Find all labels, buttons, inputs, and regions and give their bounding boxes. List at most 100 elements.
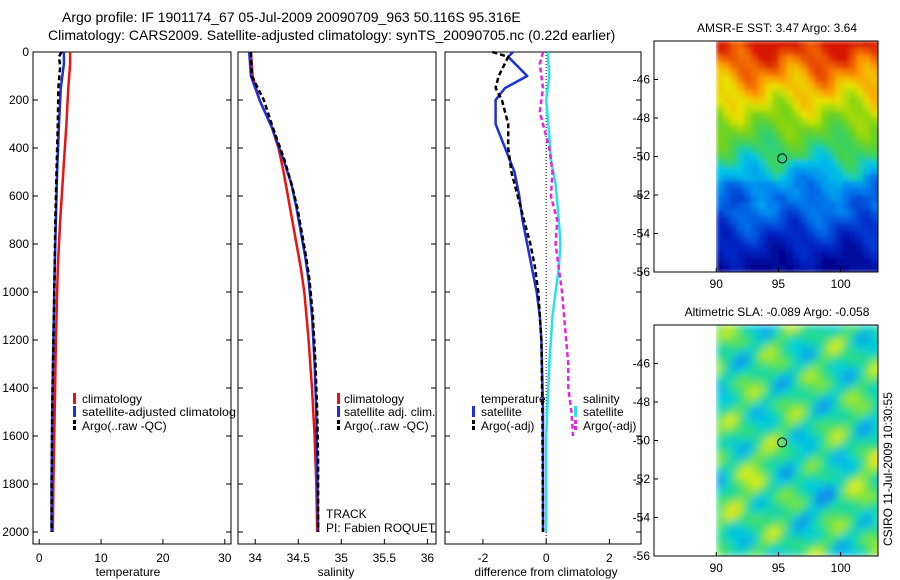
heatmap-cell [800,423,808,431]
heatmap-cell [744,132,752,140]
heatmap-cell [744,265,752,272]
heatmap-cell [835,416,843,424]
heatmap-cell [856,479,864,487]
heatmap-cell [849,90,857,98]
heatmap-cell [744,500,752,508]
heatmap-cell [814,258,822,266]
heatmap-cell [863,416,871,424]
heatmap-cell [737,174,745,182]
heatmap-cell [870,339,878,347]
heatmap-cell [737,195,745,203]
heatmap-cell [737,346,745,354]
heatmap-cell [751,69,759,77]
heatmap-cell [751,146,759,154]
y-tick-label: -50 [633,434,651,448]
heatmap-cell [870,160,878,168]
heatmap-cell [807,76,815,84]
heatmap-cell [863,444,871,452]
heatmap-cell [716,97,724,105]
heatmap-cell [828,514,836,522]
heatmap-cell [828,111,836,119]
heatmap-cell [849,139,857,147]
heatmap-cell [765,97,773,105]
heatmap-cell [863,339,871,347]
heatmap-cell [870,493,878,501]
heatmap-cell [800,258,808,266]
heatmap-cell [856,325,864,333]
heatmap-cell [849,153,857,161]
heatmap-cell [807,388,815,396]
heatmap-cell [730,430,738,438]
heatmap-cell [828,244,836,252]
heatmap-cell [737,251,745,259]
heatmap-cell [772,90,780,98]
heatmap-cell [730,118,738,126]
heatmap-cell [793,388,801,396]
heatmap-cell [723,493,731,501]
heatmap-cell [730,325,738,333]
heatmap-cell [807,41,815,49]
y-tick-label: -52 [633,188,651,202]
heatmap-cell [842,258,850,266]
heatmap-cell [856,167,864,175]
heatmap-cell [842,444,850,452]
heatmap-cell [744,104,752,112]
heatmap-cell [842,388,850,396]
heatmap-cell [842,48,850,56]
heatmap-cell [772,209,780,217]
heatmap-cell [772,223,780,231]
heatmap-cell [828,265,836,272]
heatmap-cell [730,528,738,536]
heatmap-cell [786,472,794,480]
heatmap-cell [842,381,850,389]
heatmap-cell [779,125,787,133]
heatmap-cell [716,465,724,473]
heatmap-cell [786,325,794,333]
heatmap-cell [821,118,829,126]
heatmap-cell [814,55,822,63]
heatmap-cell [786,146,794,154]
heatmap-cell [800,244,808,252]
heatmap-cell [870,465,878,473]
heatmap-cell [807,451,815,459]
heatmap-cell [758,146,766,154]
heatmap-cell [828,367,836,375]
heatmap-cell [807,83,815,91]
heatmap-cell [772,402,780,410]
heatmap-cell [786,416,794,424]
heatmap-cell [758,62,766,70]
heatmap-cell [765,535,773,543]
heatmap-cell [793,230,801,238]
heatmap-cell [814,381,822,389]
heatmap-cell [744,458,752,466]
heatmap-cell [786,458,794,466]
heatmap-cell [751,486,759,494]
heatmap-cell [744,230,752,238]
heatmap-cell [779,48,787,56]
heatmap-cell [772,76,780,84]
heatmap-cell [786,353,794,361]
heatmap-cell [870,125,878,133]
heatmap-cell [800,132,808,140]
heatmap-cell [744,409,752,417]
heatmap-cell [744,48,752,56]
heatmap-cell [758,160,766,168]
heatmap-cell [737,97,745,105]
heatmap-cell [842,97,850,105]
heatmap-cell [737,48,745,56]
x-tick-label: 34.5 [287,551,311,565]
heatmap-cell [856,332,864,340]
heatmap-cell [821,125,829,133]
heatmap-cell [842,402,850,410]
heatmap-cell [737,528,745,536]
heatmap-cell [772,83,780,91]
heatmap-cell [842,479,850,487]
heatmap-cell [779,132,787,140]
y-tick-label: -56 [633,265,651,279]
salinity-axis-ticks: 34 34.5 35 35.5 36 [238,51,436,565]
heatmap-cell [870,514,878,522]
heatmap-cell [758,153,766,161]
heatmap-cell [814,451,822,459]
heatmap-cell [758,479,766,487]
heatmap-cell [744,430,752,438]
